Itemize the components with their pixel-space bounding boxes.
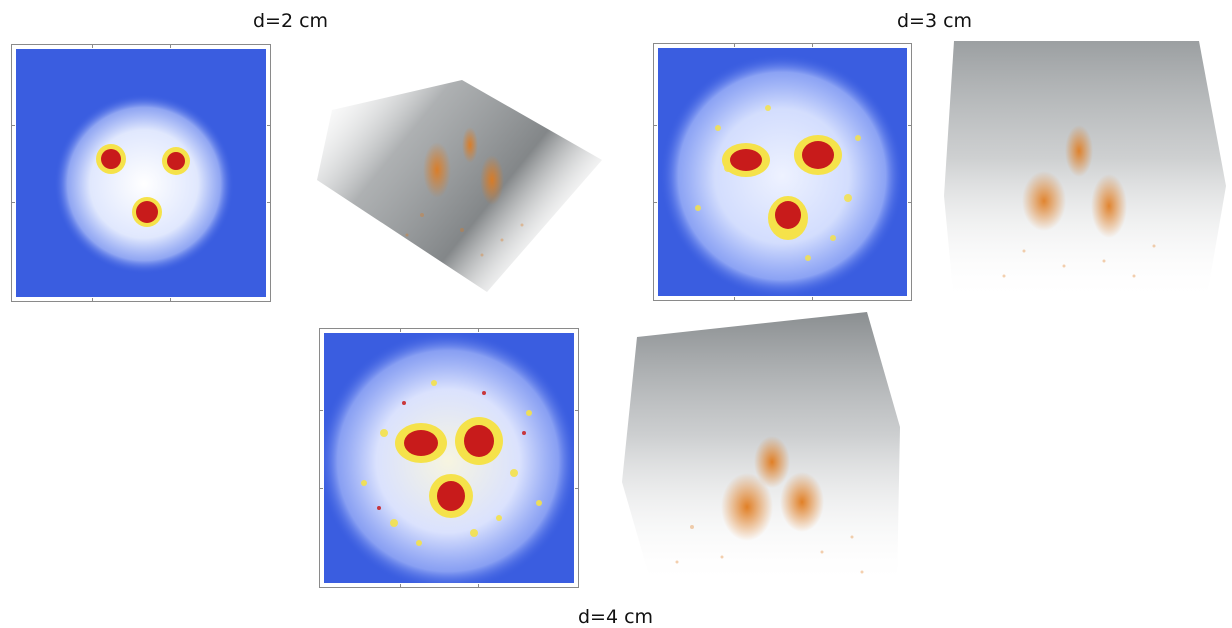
hotspot-d4-3 xyxy=(429,474,473,518)
label-d3: d=3 cm xyxy=(897,10,973,32)
hotspot-d3-2 xyxy=(794,135,842,175)
heatmap-d4-plot xyxy=(324,333,574,583)
heatmap-d2-plot xyxy=(16,49,266,297)
label-d4: d=4 cm xyxy=(578,606,654,628)
hotspot-d4-1 xyxy=(395,423,447,463)
volume-render-d2 xyxy=(317,80,602,292)
hotspot-d4-2 xyxy=(455,417,503,465)
heatmap-d3-plot xyxy=(658,48,907,296)
heatmap-d2 xyxy=(11,44,271,302)
volume-render-d3 xyxy=(944,41,1226,302)
heatmap-d3 xyxy=(653,43,912,301)
hotspot-d2-2 xyxy=(162,147,190,175)
hotspot-d3-3 xyxy=(768,196,808,240)
label-d2: d=2 cm xyxy=(253,10,329,32)
hotspot-d2-1 xyxy=(96,144,126,174)
volume-render-d4 xyxy=(622,312,900,586)
heatmap-d4 xyxy=(319,328,579,588)
hotspot-d2-3 xyxy=(132,197,162,227)
hotspot-d3-1 xyxy=(722,143,770,177)
